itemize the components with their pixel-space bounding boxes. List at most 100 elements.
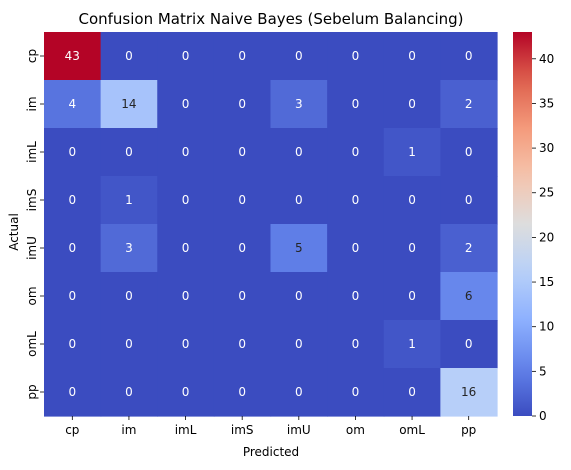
- cell-value-label: 0: [465, 337, 473, 351]
- cell-value-label: 4: [68, 97, 76, 111]
- cell-value-label: 3: [295, 97, 303, 111]
- heatmap-cell: [157, 176, 215, 225]
- heatmap-cell: [157, 80, 215, 129]
- cell-value-label: 0: [238, 385, 246, 399]
- heatmap-cells: [44, 32, 498, 417]
- cell-value-label: 0: [295, 145, 303, 159]
- heatmap-cell: [213, 224, 272, 273]
- colorbar-tick-label: 35: [539, 96, 554, 110]
- cell-value-label: 1: [408, 145, 416, 159]
- colorbar-tick-label: 0: [539, 409, 547, 423]
- heatmap-cell-labels: 43 0 0 0 0 0 0 0 4 14 0 0 3 0 0 2 0 0 0 0 0 0 1 0 0 1 0 0 0 0 0 0 0 3 0 0 5 0…: [65, 49, 477, 399]
- cell-value-label: 14: [121, 97, 136, 111]
- cell-value-label: 6: [465, 289, 473, 303]
- heatmap-cell: [100, 80, 158, 129]
- cell-value-label: 0: [295, 193, 303, 207]
- heatmap-cell: [213, 320, 272, 369]
- colorbar-tick-label: 40: [539, 52, 554, 66]
- cell-value-label: 0: [68, 385, 76, 399]
- colorbar-tick-label: 25: [539, 186, 554, 200]
- heatmap-cell: [327, 224, 385, 273]
- heatmap-cell: [327, 176, 385, 225]
- cell-value-label: 0: [68, 289, 76, 303]
- heatmap-cell: [383, 32, 441, 81]
- heatmap-cell: [100, 224, 158, 273]
- cell-value-label: 0: [352, 385, 360, 399]
- cell-value-label: 0: [352, 49, 360, 63]
- heatmap-cell: [270, 128, 328, 177]
- heatmap-cell: [100, 128, 158, 177]
- cell-value-label: 0: [352, 289, 360, 303]
- cell-value-label: 0: [182, 337, 190, 351]
- colorbar-tick-label: 20: [539, 230, 554, 244]
- y-tick-label: imU: [25, 236, 39, 260]
- cell-value-label: 0: [295, 49, 303, 63]
- cell-value-label: 0: [182, 145, 190, 159]
- heatmap-cell: [213, 80, 272, 129]
- heatmap-cell: [100, 272, 158, 321]
- cell-value-label: 0: [238, 193, 246, 207]
- cell-value-label: 2: [465, 97, 473, 111]
- cell-value-label: 0: [238, 289, 246, 303]
- heatmap-cell: [213, 32, 272, 81]
- heatmap-cell: [440, 80, 498, 129]
- cell-value-label: 0: [238, 49, 246, 63]
- heatmap-cell: [213, 128, 272, 177]
- heatmap-cell: [440, 128, 498, 177]
- x-tick-label: imL: [175, 423, 197, 437]
- cell-value-label: 2: [465, 241, 473, 255]
- cell-value-label: 5: [295, 241, 303, 255]
- heatmap-cell: [100, 368, 158, 417]
- heatmap-cell: [100, 176, 158, 225]
- cell-value-label: 0: [408, 289, 416, 303]
- heatmap-cell: [157, 320, 215, 369]
- heatmap-cell: [383, 272, 441, 321]
- heatmap-cell: [383, 176, 441, 225]
- heatmap-cell: [327, 128, 385, 177]
- heatmap-cell: [213, 176, 272, 225]
- heatmap-cell: [157, 368, 215, 417]
- heatmap-cell: [44, 320, 102, 369]
- cell-value-label: 3: [125, 241, 133, 255]
- heatmap-cell: [157, 272, 215, 321]
- heatmap-cell: [270, 272, 328, 321]
- heatmap-cell: [213, 272, 272, 321]
- x-axis-label: Predicted: [243, 445, 299, 459]
- cell-value-label: 0: [238, 241, 246, 255]
- heatmap-cell: [44, 128, 102, 177]
- heatmap-cell: [270, 224, 328, 273]
- heatmap-cell: [440, 368, 498, 417]
- heatmap-cell: [157, 32, 215, 81]
- colorbar-tick-label: 10: [539, 320, 554, 334]
- cell-value-label: 0: [182, 289, 190, 303]
- cell-value-label: 0: [182, 193, 190, 207]
- cell-value-label: 0: [408, 385, 416, 399]
- heatmap-cell: [44, 176, 102, 225]
- y-tick-label: omL: [25, 331, 39, 357]
- y-axis-ticks: cp im imL imS imU om omL pp: [25, 49, 44, 400]
- cell-value-label: 0: [182, 241, 190, 255]
- heatmap-cell: [440, 176, 498, 225]
- cell-value-label: 0: [295, 385, 303, 399]
- heatmap-cell: [327, 32, 385, 81]
- cell-value-label: 0: [352, 193, 360, 207]
- cell-value-label: 0: [238, 337, 246, 351]
- x-axis-ticks: cp im imL imS imU om omL pp: [65, 416, 476, 437]
- heatmap-cell: [44, 80, 102, 129]
- y-axis-label: Actual: [7, 213, 21, 251]
- cell-value-label: 0: [125, 145, 133, 159]
- heatmap-cell: [100, 320, 158, 369]
- colorbar-tick-label: 5: [539, 364, 547, 378]
- cell-value-label: 0: [238, 97, 246, 111]
- heatmap-cell: [440, 272, 498, 321]
- heatmap-cell: [270, 32, 328, 81]
- heatmap-cell: [270, 176, 328, 225]
- cell-value-label: 16: [461, 385, 476, 399]
- heatmap-cell: [383, 368, 441, 417]
- cell-value-label: 0: [182, 49, 190, 63]
- heatmap-cell: [383, 128, 441, 177]
- cell-value-label: 0: [295, 289, 303, 303]
- cell-value-label: 0: [68, 145, 76, 159]
- cell-value-label: 0: [295, 337, 303, 351]
- heatmap-cell: [327, 368, 385, 417]
